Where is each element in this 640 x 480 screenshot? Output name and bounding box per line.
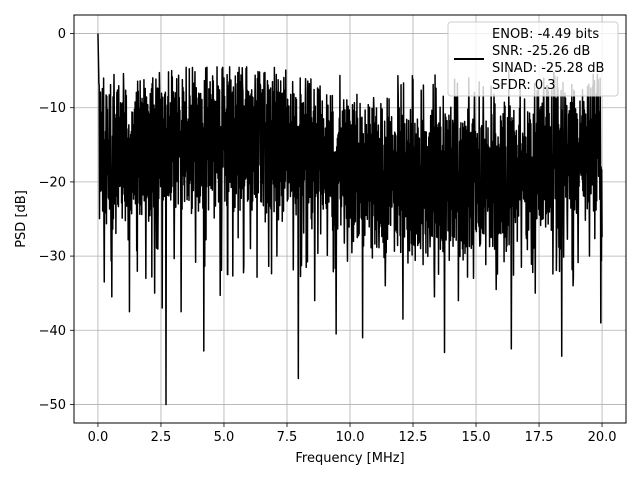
y-tick-label: −20 (39, 175, 66, 190)
x-tick-label: 5.0 (214, 430, 235, 445)
y-tick-label: −10 (39, 101, 66, 116)
y-axis-ticks: 0 −10 −20 −30 −40 −50 (39, 27, 74, 413)
legend-box (447, 21, 619, 97)
y-tick-label: 0 (58, 27, 66, 42)
legend-snr: SNR: -25.26 dB (492, 44, 590, 59)
legend: ENOB: -4.49 bits SNR: -25.26 dB SINAD: -… (447, 21, 619, 97)
y-tick-label: −50 (39, 398, 66, 413)
x-tick-label: 2.5 (151, 430, 172, 445)
x-tick-label: 20.0 (588, 430, 617, 445)
psd-series (97, 33, 603, 406)
legend-enob: ENOB: -4.49 bits (492, 27, 599, 42)
y-tick-label: −40 (39, 324, 66, 339)
x-tick-label: 10.0 (336, 430, 365, 445)
x-tick-label: 7.5 (277, 430, 298, 445)
x-axis-ticks: 0.0 2.5 5.0 7.5 10.0 12.5 15.0 17.5 20.0 (88, 423, 617, 445)
x-axis-label: Frequency [MHz] (295, 451, 404, 466)
psd-line (97, 33, 603, 406)
legend-sinad: SINAD: -25.28 dB (492, 61, 604, 76)
x-tick-label: 0.0 (88, 430, 109, 445)
y-tick-label: −30 (39, 250, 66, 265)
x-tick-label: 15.0 (462, 430, 491, 445)
x-tick-label: 17.5 (525, 430, 554, 445)
x-tick-label: 12.5 (399, 430, 428, 445)
y-axis-label: PSD [dB] (14, 190, 29, 248)
legend-sfdr: SFDR: 0.3 (492, 78, 556, 93)
